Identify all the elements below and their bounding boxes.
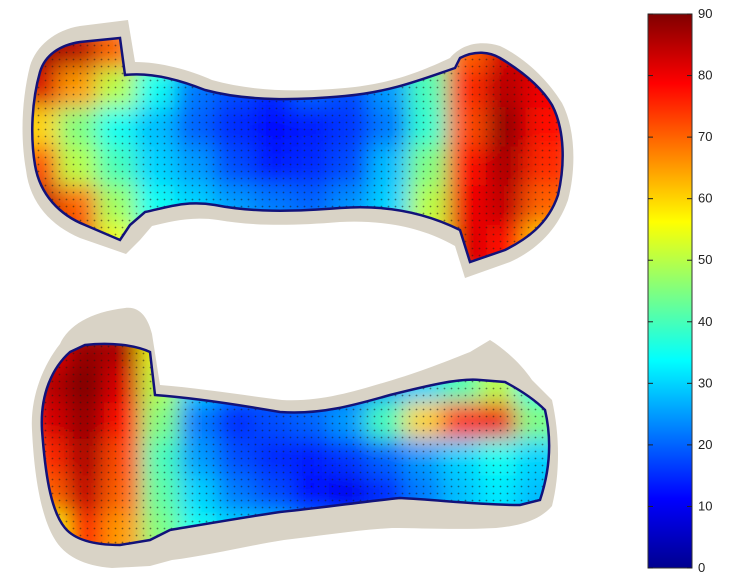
heatmap-cell xyxy=(291,224,343,262)
heatmap-cell xyxy=(330,224,382,262)
heatmap-cell xyxy=(32,224,70,262)
colorbar-tick-label: 80 xyxy=(698,68,712,83)
heatmap-cell xyxy=(330,38,382,81)
heatmap-cell xyxy=(369,224,421,262)
heatmap-cell xyxy=(252,224,304,262)
colorbar-tick-label: 10 xyxy=(698,498,712,513)
colorbar-gradient xyxy=(647,13,693,569)
colorbar-tick-label: 30 xyxy=(698,375,712,390)
colorbar-tick-label: 20 xyxy=(698,437,712,452)
heatmap-cell xyxy=(216,343,266,378)
heatmap-cell xyxy=(366,343,416,378)
heatmap-cell xyxy=(213,224,265,262)
colorbar-tick-label: 50 xyxy=(698,252,712,267)
heatmap-cell xyxy=(174,224,226,262)
heatmap-cell xyxy=(291,343,341,378)
colorbar-tick-label: 0 xyxy=(698,560,705,575)
colorbar-tick-label: 70 xyxy=(698,129,712,144)
colorbar: 0 10 20 30 40 50 60 70 80 90 xyxy=(647,6,712,575)
heatmap-cell xyxy=(252,38,304,81)
heatmap-cell xyxy=(291,38,343,81)
heatmap-cell xyxy=(329,343,379,378)
heatmap-cell xyxy=(254,343,304,378)
colorbar-tick-label: 90 xyxy=(698,6,712,21)
heatmap-cell xyxy=(213,38,265,81)
colorbar-tick-label: 40 xyxy=(698,314,712,329)
colorbar-tick-label: 60 xyxy=(698,191,712,206)
heatmap-cell xyxy=(179,343,229,378)
heatmap-cell xyxy=(369,38,421,81)
